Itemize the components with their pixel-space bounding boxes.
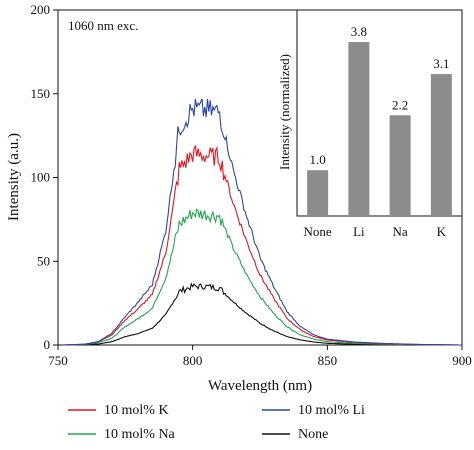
inset-bar-li xyxy=(348,42,370,216)
inset-x-tick-label: Li xyxy=(353,224,365,239)
inset-bar-chart: 1.0 3.8 2.2 3.1 None Li Na K Intensity (normal… xyxy=(277,9,463,239)
legend-item: 10 mol% Na xyxy=(68,427,176,442)
inset-x-ticks: None Li Na K xyxy=(304,224,447,239)
inset-bar-k xyxy=(430,74,452,216)
inset-x-tick-label: None xyxy=(304,224,332,239)
y-tick-label: 200 xyxy=(31,2,51,17)
inset-bar-value-label: 1.0 xyxy=(310,152,326,167)
y-tick-label: 50 xyxy=(37,253,50,268)
legend-label: 10 mol% K xyxy=(104,403,169,418)
y-tick-label: 0 xyxy=(44,337,51,352)
x-tick-label: 750 xyxy=(48,353,68,368)
series-line-10-mol-li xyxy=(63,98,462,346)
x-tick-label: 900 xyxy=(452,353,472,368)
inset-bar-value-label: 2.2 xyxy=(392,97,408,112)
inset-x-tick-label: K xyxy=(437,224,447,239)
excitation-annotation: 1060 nm exc. xyxy=(68,18,138,33)
y-tick-label: 100 xyxy=(31,170,51,185)
inset-bar-na xyxy=(389,115,411,216)
main-emission-chart: 750 800 850 900 0 50 100 150 200 1060 nm exc. W… xyxy=(6,2,472,394)
x-tick-label: 800 xyxy=(183,353,203,368)
inset-bar-value-label: 3.1 xyxy=(433,56,449,71)
y-axis-ticks: 0 50 100 150 200 xyxy=(31,2,58,352)
y-axis-label: Intensity (a.u.) xyxy=(6,133,22,221)
inset-x-tick-label: Na xyxy=(393,224,408,239)
inset-y-axis-label: Intensity (normalized) xyxy=(277,54,292,170)
legend: 10 mol% K 10 mol% Li 10 mol% Na None xyxy=(68,403,365,442)
series-line-none xyxy=(63,282,462,346)
legend-item: 10 mol% K xyxy=(68,403,169,418)
y-tick-label: 150 xyxy=(31,86,51,101)
legend-label: 10 mol% Na xyxy=(104,427,176,442)
x-axis-label: Wavelength (nm) xyxy=(208,378,312,394)
inset-bars: 1.0 3.8 2.2 3.1 xyxy=(307,24,452,216)
legend-item: None xyxy=(262,427,328,442)
x-tick-label: 850 xyxy=(318,353,338,368)
legend-item: 10 mol% Li xyxy=(262,403,365,418)
inset-bar-value-label: 3.8 xyxy=(351,24,367,39)
emission-lines xyxy=(63,98,462,346)
legend-label: None xyxy=(298,427,328,442)
x-axis-ticks: 750 800 850 900 xyxy=(48,345,472,368)
legend-label: 10 mol% Li xyxy=(298,403,365,418)
inset-bar-none xyxy=(307,170,329,216)
